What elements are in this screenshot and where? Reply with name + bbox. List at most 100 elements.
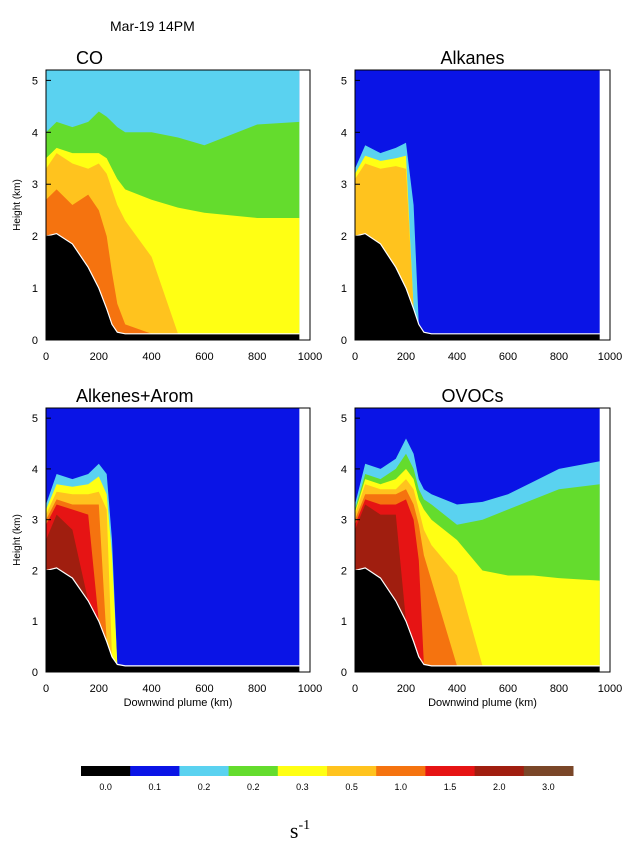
x-tick-label: 600 [499, 351, 517, 363]
x-tick-label: 800 [248, 351, 266, 363]
x-tick-label: 200 [397, 351, 415, 363]
x-tick-label: 1000 [298, 351, 322, 363]
band-1.5-5 [46, 504, 300, 666]
y-tick-label: 0 [32, 335, 38, 347]
terrain [355, 233, 600, 340]
x-axis-label: Downwind plume (km) [428, 697, 537, 709]
x-axis-label: Downwind plume (km) [124, 697, 233, 709]
terrain [46, 233, 300, 340]
plot-area [355, 408, 610, 672]
colorbar-label: 0.1 [149, 782, 162, 792]
y-tick-label: 5 [341, 75, 347, 87]
x-tick-label: 400 [448, 683, 466, 695]
band-0.5-3 [355, 163, 600, 334]
colorbar-label: 3.0 [542, 782, 555, 792]
colorbar-label: 0.2 [247, 782, 260, 792]
y-tick-label: 0 [341, 667, 347, 679]
units-label: s-1 [290, 818, 310, 841]
colorbar-swatch [81, 766, 131, 776]
plot-area [46, 408, 310, 672]
colorbar-label: 0.5 [345, 782, 358, 792]
terrain [355, 567, 600, 672]
terrain-outline [46, 232, 300, 335]
plot-area [355, 70, 610, 340]
y-tick-label: 3 [32, 179, 38, 191]
colorbar-swatch [228, 766, 279, 776]
y-tick-label: 4 [341, 127, 347, 139]
y-tick-label: 2 [341, 231, 347, 243]
plot-frame [45, 69, 311, 341]
x-tick-label: 0 [352, 351, 358, 363]
y-tick-label: 5 [32, 413, 38, 425]
y-tick-label: 2 [32, 231, 38, 243]
x-tick-label: 200 [397, 683, 415, 695]
x-tick-label: 600 [195, 683, 213, 695]
panel-title: CO [76, 48, 103, 68]
y-tick-label: 4 [32, 127, 38, 139]
colorbar-label: 1.5 [444, 782, 457, 792]
x-tick-label: 400 [448, 351, 466, 363]
colorbar-label: 0.3 [296, 782, 309, 792]
terrain-outline [46, 567, 300, 667]
no-data-strip [299, 70, 310, 340]
colorbar-swatch [376, 766, 426, 776]
x-tick-label: 0 [352, 683, 358, 695]
panel-2: 0 200 400 600 800 1000 0 1 2 3 4 5 Alkenes+Arom Heigh… [12, 386, 322, 709]
band-2.0-7 [355, 504, 600, 666]
panel-1: 0 200 400 600 800 1000 0 1 2 3 4 5 Alkanes [341, 48, 622, 363]
colorbar-label: 1.0 [395, 782, 408, 792]
x-tick-label: 1000 [598, 683, 622, 695]
panel-3: 0 200 400 600 800 1000 0 1 2 3 4 5 OVOCs Downwind plu… [341, 386, 622, 709]
colorbar-swatch [130, 766, 180, 776]
x-tick-label: 1000 [298, 683, 322, 695]
colorbar: 0.0 0.1 0.2 0.2 0.3 0.5 1.0 1.5 2.0 3.0 [81, 766, 574, 792]
y-tick-label: 3 [341, 515, 347, 527]
panel-0: 0 200 400 600 800 1000 0 1 2 3 4 5 CO Height (km) [12, 48, 322, 363]
y-tick-label: 1 [32, 283, 38, 295]
x-tick-label: 600 [499, 683, 517, 695]
time-label: Mar-19 14PM [110, 18, 195, 34]
x-tick-label: 200 [90, 683, 108, 695]
colorbar-swatch [327, 766, 377, 776]
x-tick-label: 800 [550, 683, 568, 695]
panel-title: OVOCs [441, 386, 503, 406]
y-tick-label: 4 [32, 464, 38, 476]
band-0.5-3 [46, 491, 300, 666]
colorbar-swatch [523, 766, 574, 776]
colorbar-swatch [277, 766, 328, 776]
colorbar-label: 0.2 [198, 782, 211, 792]
terrain-outline [355, 232, 600, 335]
y-tick-label: 4 [341, 464, 347, 476]
x-tick-label: 600 [195, 351, 213, 363]
terrain [46, 567, 300, 672]
y-axis-label: Height (km) [12, 179, 23, 231]
x-tick-label: 200 [90, 351, 108, 363]
terrain-outline [355, 567, 600, 667]
y-tick-label: 1 [341, 283, 347, 295]
plot-frame [354, 69, 611, 341]
x-tick-label: 400 [142, 683, 160, 695]
x-tick-label: 0 [43, 683, 49, 695]
band-2.0-6 [46, 514, 300, 666]
units-exponent: -1 [298, 818, 310, 833]
panel-title: Alkanes [440, 48, 504, 68]
plot-frame [45, 407, 311, 673]
colorbar-label: 0.0 [99, 782, 112, 792]
y-tick-label: 2 [32, 565, 38, 577]
colorbar-swatch [425, 766, 476, 776]
y-tick-label: 3 [341, 179, 347, 191]
plot-frame [354, 407, 611, 673]
x-tick-label: 800 [248, 683, 266, 695]
colorbar-label: 2.0 [493, 782, 506, 792]
y-tick-label: 5 [341, 413, 347, 425]
band-1.5-6 [355, 499, 600, 666]
plot-area [46, 70, 310, 340]
y-tick-label: 1 [341, 616, 347, 628]
colorbar-swatch [179, 766, 230, 776]
x-tick-label: 400 [142, 351, 160, 363]
y-tick-label: 0 [32, 667, 38, 679]
x-tick-label: 1000 [598, 351, 622, 363]
band-0.2-1 [355, 142, 600, 334]
no-data-strip [599, 70, 610, 340]
